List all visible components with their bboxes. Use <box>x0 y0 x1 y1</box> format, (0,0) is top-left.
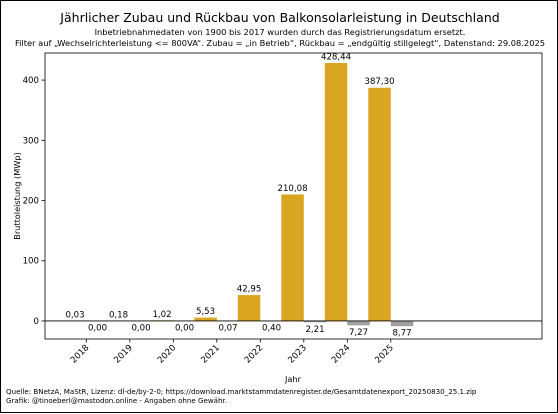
bar-zubau-2024 <box>325 63 348 321</box>
data-label-zubau-2020: 1,02 <box>152 310 171 320</box>
data-label-zubau-2021: 5,53 <box>196 307 215 317</box>
bar-zubau-2022 <box>238 295 260 321</box>
y-tick-label-0: 0 <box>34 317 39 327</box>
bar-zubau-2023 <box>281 194 304 320</box>
chart-subtitle-line-2: Filter auf „Wechselrichterleistung <= 80… <box>15 38 545 48</box>
x-tick-label-2018: 2018 <box>69 343 92 366</box>
y-tick-label-100: 100 <box>23 257 39 267</box>
x-tick-label-2020: 2020 <box>156 343 179 366</box>
bar-rueckbau-2024 <box>347 321 370 325</box>
bar-rueckbau-2025 <box>391 321 414 326</box>
data-label-rueckbau-2023: 2,21 <box>305 325 324 335</box>
data-label-rueckbau-2020: 0,00 <box>175 323 194 333</box>
data-label-zubau-2023: 210,08 <box>278 184 308 194</box>
source-line-2: Grafik: @tinoeberl@mastodon.online - Ang… <box>6 396 227 405</box>
data-label-rueckbau-2024: 7,27 <box>349 328 368 338</box>
data-label-zubau-2025: 387,30 <box>365 77 395 87</box>
x-tick-label-2024: 2024 <box>330 343 353 366</box>
data-label-rueckbau-2019: 0,00 <box>131 323 150 333</box>
chart-subtitle-line-1: Inbetriebnahmedaten von 1900 bis 2017 wu… <box>95 27 466 37</box>
data-label-zubau-2022: 42,95 <box>237 285 262 295</box>
y-tick-label-400: 400 <box>23 76 39 86</box>
y-axis-label: Bruttoleistung (MWp) <box>12 152 22 240</box>
x-tick-label-2019: 2019 <box>112 343 135 366</box>
x-tick-label-2021: 2021 <box>199 343 222 366</box>
bar-zubau-2025 <box>368 88 391 321</box>
y-axis: 0 100 200 300 400 <box>23 76 45 327</box>
x-tick-label-2022: 2022 <box>243 343 266 366</box>
data-label-rueckbau-2021: 0,07 <box>218 323 237 333</box>
chart-title: Jährlicher Zubau und Rückbau von Balkons… <box>59 10 499 25</box>
x-tick-label-2025: 2025 <box>373 343 396 366</box>
data-label-zubau-2024: 428,44 <box>321 52 351 62</box>
x-tick-label-2023: 2023 <box>286 343 309 366</box>
data-label-zubau-2018: 0,03 <box>65 310 84 320</box>
data-label-zubau-2019: 0,18 <box>109 310 128 320</box>
x-axis-label: Jahr <box>284 374 302 384</box>
data-label-rueckbau-2025: 8,77 <box>392 329 411 339</box>
data-label-rueckbau-2022: 0,40 <box>262 324 281 334</box>
source-line-1: Quelle: BNetzA, MaStR, Lizenz: dl-de/by-… <box>6 387 477 396</box>
y-tick-label-200: 200 <box>23 197 39 207</box>
x-axis: 2018 2019 2020 2021 2022 2023 2024 2025 <box>69 339 396 366</box>
bars-group: 0,03 0,18 1,02 5,53 42,95 210,08 428,44 387,30 0… <box>64 52 414 338</box>
data-label-rueckbau-2018: 0,00 <box>88 323 107 333</box>
bar-zubau-2021 <box>194 318 217 321</box>
y-tick-label-300: 300 <box>23 136 39 146</box>
